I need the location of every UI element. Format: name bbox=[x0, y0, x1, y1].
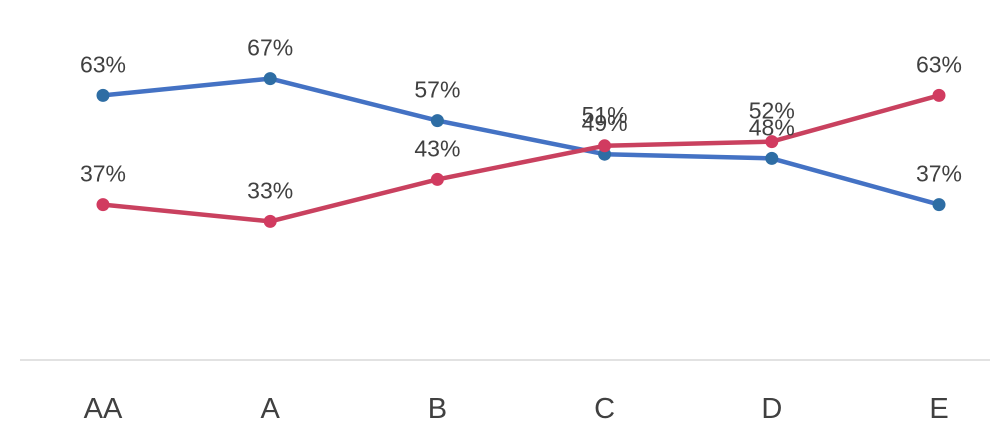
series-1-data-label-A: 67% bbox=[247, 35, 293, 61]
series-2-point-C bbox=[598, 139, 612, 153]
series-1-data-label-C: 49% bbox=[582, 110, 628, 136]
series-1-point-E bbox=[932, 198, 946, 212]
data-label-layer: 63% 67% 57% 49% 48% 37% 37% 33% 43% 51% 52% 63% bbox=[80, 35, 962, 204]
x-tick-label-E: E bbox=[929, 393, 948, 422]
series-layer bbox=[96, 72, 946, 228]
series-2-point-B bbox=[430, 172, 444, 186]
series-2-point-AA bbox=[96, 198, 110, 212]
series-2-data-label-AA: 37% bbox=[80, 161, 126, 187]
series-1-data-label-B: 57% bbox=[414, 77, 460, 103]
series-1-data-label-AA: 63% bbox=[80, 51, 126, 77]
series-2-point-D bbox=[765, 135, 779, 149]
series-2-point-A bbox=[263, 214, 277, 228]
x-tick-label-D: D bbox=[761, 393, 782, 422]
x-tick-layer: AA A B C D E bbox=[84, 393, 949, 422]
series-1-data-label-E: 37% bbox=[916, 161, 962, 187]
series-2-data-label-C: 51% bbox=[582, 102, 628, 128]
series-2-line bbox=[100, 93, 942, 224]
x-tick-label-C: C bbox=[594, 393, 615, 422]
series-1-point-AA bbox=[96, 88, 110, 102]
x-tick-label-AA: AA bbox=[84, 393, 123, 422]
series-1-point-B bbox=[430, 114, 444, 128]
x-tick-label-B: B bbox=[428, 393, 447, 422]
series-2-point-E bbox=[932, 88, 946, 102]
series-2-data-label-D: 52% bbox=[749, 98, 795, 124]
series-1-line bbox=[100, 76, 942, 207]
series-1-point-A bbox=[263, 72, 277, 86]
series-1-point-D bbox=[765, 151, 779, 165]
series-1-data-label-D: 48% bbox=[749, 114, 795, 140]
series-2-data-label-A: 33% bbox=[247, 177, 293, 203]
x-tick-label-A: A bbox=[261, 393, 281, 422]
series-2-data-label-E: 63% bbox=[916, 51, 962, 77]
series-2-data-label-B: 43% bbox=[414, 135, 460, 161]
